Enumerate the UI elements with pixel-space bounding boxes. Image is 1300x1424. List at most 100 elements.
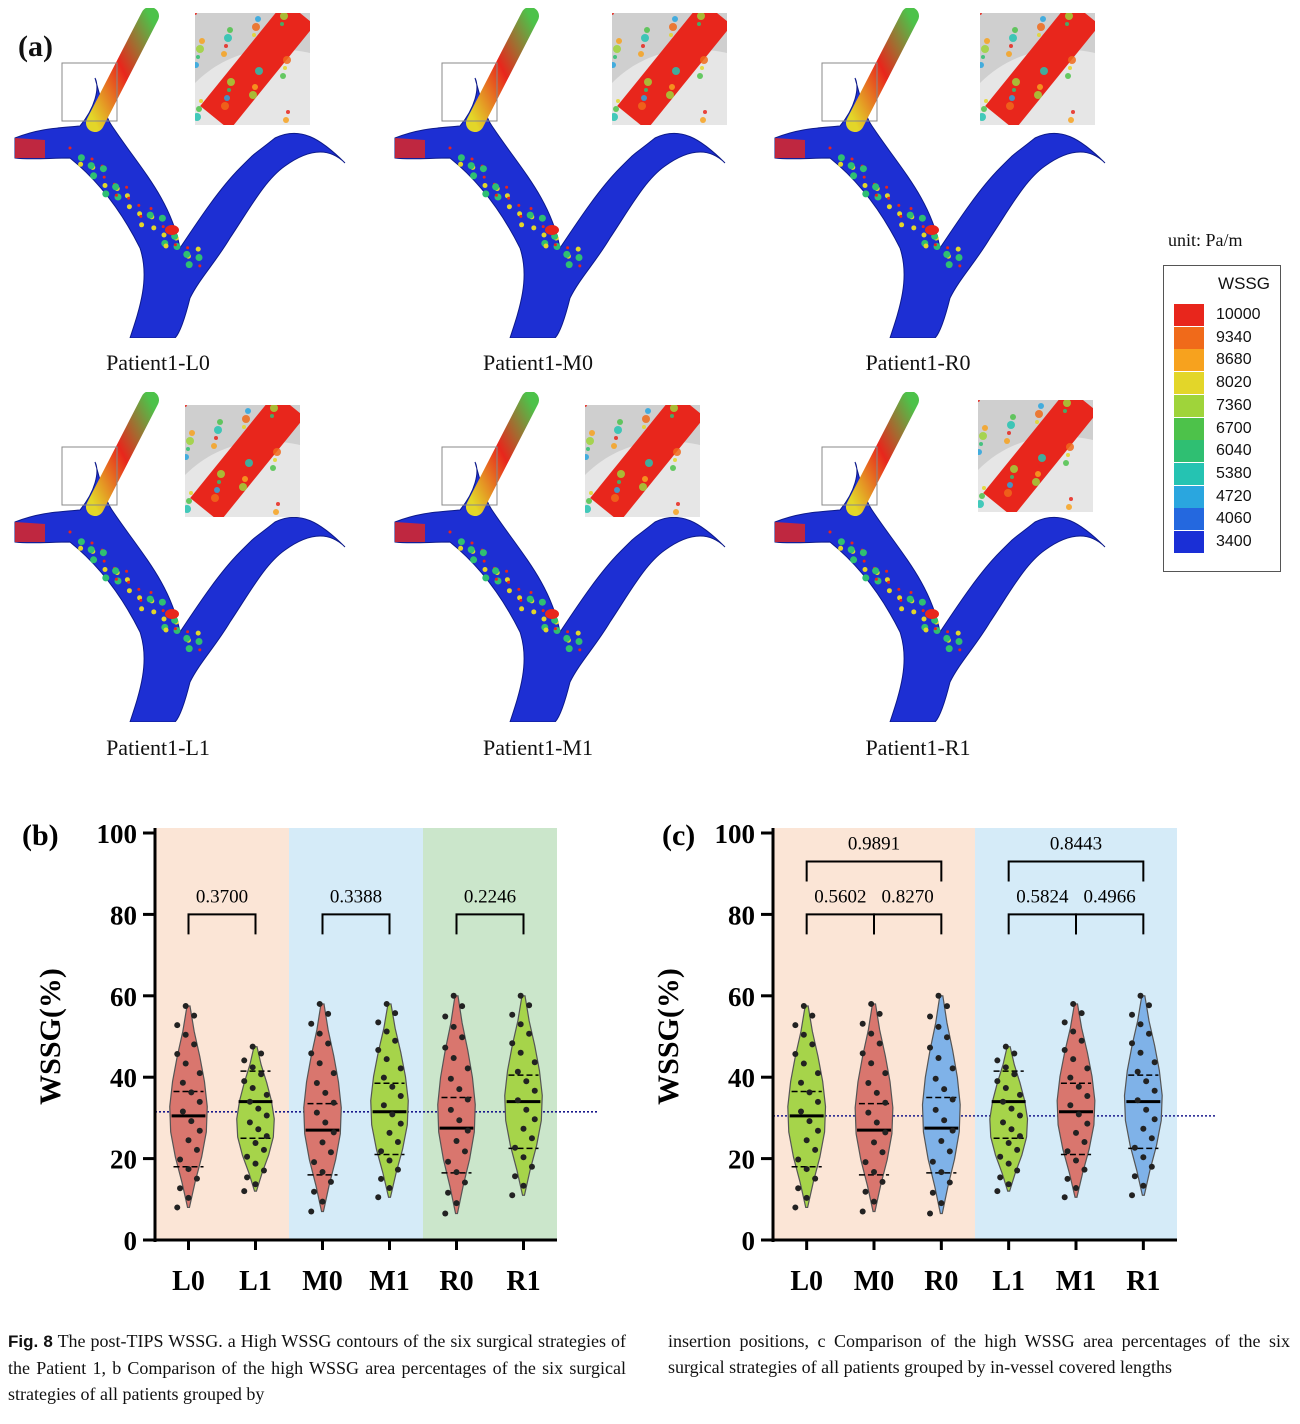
x-tick-L0: L0 — [790, 1266, 823, 1297]
data-point — [191, 1041, 198, 1048]
simulation-caption-1: Patient1-M0 — [483, 350, 593, 375]
data-point — [316, 1060, 323, 1067]
data-point — [1084, 1092, 1091, 1099]
data-point — [871, 1139, 877, 1146]
data-point — [450, 1023, 457, 1030]
data-point — [1073, 1129, 1079, 1136]
x-tick-L0: L0 — [172, 1266, 205, 1297]
x-tick-M1: M1 — [369, 1266, 409, 1297]
simulation-caption-3: Patient1-L1 — [106, 735, 210, 760]
y-tick-0: 0 — [124, 1226, 138, 1256]
data-point — [526, 1002, 533, 1009]
data-point — [812, 1146, 819, 1153]
data-point — [182, 1060, 189, 1067]
p-value-2: 0.2246 — [464, 886, 516, 907]
data-point — [1137, 1021, 1144, 1028]
data-point — [244, 1174, 251, 1181]
legend-value-9: 4060 — [1216, 510, 1252, 528]
y-tick-40: 40 — [728, 1063, 755, 1093]
data-point — [927, 1210, 934, 1217]
data-point — [394, 1139, 401, 1146]
data-point — [868, 1000, 875, 1007]
legend-title: WSSG — [1218, 274, 1270, 293]
data-point — [386, 1129, 393, 1136]
data-point — [447, 1075, 454, 1082]
data-point — [514, 1097, 521, 1104]
data-point — [316, 1030, 323, 1037]
data-point — [196, 1127, 203, 1134]
data-point — [523, 1078, 530, 1085]
legend-swatch-1 — [1174, 326, 1204, 349]
data-point — [308, 1208, 315, 1215]
data-point — [327, 1149, 334, 1156]
data-point — [520, 1154, 527, 1161]
data-point — [1002, 1084, 1009, 1091]
caption-text-col2: insertion positions, c Comparison of the… — [668, 1331, 1290, 1377]
data-point — [994, 1078, 1001, 1085]
data-point — [258, 1050, 265, 1057]
data-point — [456, 1086, 463, 1093]
legend-value-3: 8020 — [1216, 374, 1252, 392]
data-point — [191, 1012, 198, 1019]
data-point — [177, 1156, 184, 1163]
data-point — [1148, 1163, 1155, 1170]
data-point — [1064, 1175, 1071, 1182]
data-point — [174, 1204, 181, 1211]
figure-label: Fig. 8 — [8, 1332, 53, 1351]
data-point — [188, 1089, 195, 1096]
data-point — [1140, 1125, 1147, 1132]
simulation-caption-2: Patient1-R0 — [865, 350, 971, 375]
data-point — [929, 1158, 936, 1165]
data-point — [994, 1057, 1001, 1064]
data-point — [252, 1160, 259, 1167]
data-point — [461, 1179, 468, 1186]
data-point — [378, 1148, 385, 1155]
data-point — [1070, 1000, 1077, 1007]
violin-chart-c: L0 M0 R0 L1 M1 R1 0.5602 0.8270 0.9891 0.5824 0.49… — [652, 819, 1217, 1297]
data-point — [1070, 1028, 1077, 1035]
zoom-inset-2 — [980, 13, 1095, 125]
data-point — [949, 1127, 956, 1134]
data-point — [814, 1070, 821, 1077]
data-point — [380, 1102, 387, 1109]
p-value-0: 0.3700 — [196, 886, 248, 907]
data-point — [255, 1105, 262, 1112]
y-tick-60: 60 — [728, 982, 755, 1012]
data-point — [1008, 1126, 1015, 1133]
simulation-caption-4: Patient1-M1 — [483, 735, 593, 760]
zoom-inset-4 — [585, 405, 700, 517]
data-point — [447, 1106, 454, 1113]
data-point — [531, 1059, 538, 1066]
wssg-color-legend: WSSG 10000 9340 8680 8020 7360 6700 6040 5380 47… — [1163, 265, 1281, 572]
x-tick-M0: M0 — [302, 1266, 342, 1297]
violin-chart-b: L0 L1 M0 M1 R0 R1 0.3700 0.3388 0.2246 0 20 40 60 80 1… — [22, 819, 597, 1297]
data-point — [263, 1091, 270, 1098]
data-point — [327, 1178, 334, 1185]
data-point — [453, 1200, 460, 1207]
y-tick-60: 60 — [110, 982, 137, 1012]
data-point — [389, 1083, 396, 1090]
data-point — [179, 1108, 186, 1115]
data-point — [882, 1129, 889, 1136]
data-point — [375, 1046, 382, 1053]
data-point — [800, 1031, 807, 1038]
data-point — [1005, 1181, 1012, 1188]
data-point — [871, 1198, 877, 1205]
data-point — [1129, 1192, 1136, 1199]
data-point — [873, 1089, 880, 1096]
data-point — [526, 1030, 533, 1037]
data-point — [943, 1034, 950, 1041]
comparison-bracket-1 — [873, 913, 943, 935]
y-tick-20: 20 — [110, 1145, 137, 1175]
data-point — [1061, 1194, 1068, 1201]
p-value-0: 0.5602 — [814, 886, 866, 907]
x-tick-R1: R1 — [506, 1266, 540, 1297]
data-point — [806, 1118, 813, 1125]
data-point — [520, 1125, 527, 1132]
data-point — [512, 1173, 519, 1180]
legend-swatch-0 — [1174, 304, 1204, 326]
data-point — [1137, 1049, 1144, 1056]
data-point — [174, 1050, 181, 1057]
legend-swatch-5 — [1174, 417, 1204, 440]
vessel-model-5 — [760, 391, 1140, 727]
